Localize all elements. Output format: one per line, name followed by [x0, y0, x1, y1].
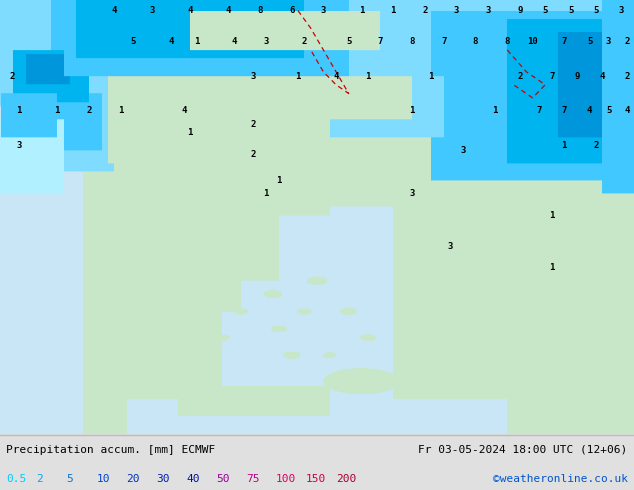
Text: 2: 2 [593, 141, 598, 150]
Text: 1: 1 [492, 106, 497, 116]
Text: 1: 1 [429, 72, 434, 80]
Text: 1: 1 [276, 176, 281, 185]
Text: 9: 9 [517, 6, 522, 15]
Text: 4: 4 [333, 72, 339, 80]
Text: 3: 3 [251, 72, 256, 80]
Text: 1: 1 [118, 106, 123, 116]
Text: 1: 1 [391, 6, 396, 15]
Text: 1: 1 [365, 72, 370, 80]
Text: 8: 8 [410, 37, 415, 46]
Text: 5: 5 [67, 474, 73, 484]
Text: 5: 5 [606, 106, 611, 116]
Text: 5: 5 [593, 6, 598, 15]
Text: 2: 2 [251, 150, 256, 159]
Text: 4: 4 [232, 37, 237, 46]
Text: 7: 7 [441, 37, 446, 46]
Text: 1: 1 [549, 264, 554, 272]
Text: 7: 7 [378, 37, 383, 46]
Text: 10: 10 [527, 37, 538, 46]
Text: 7: 7 [549, 72, 554, 80]
Text: 1: 1 [16, 106, 22, 116]
Text: 1: 1 [359, 6, 364, 15]
Text: 4: 4 [188, 6, 193, 15]
Text: 2: 2 [86, 106, 91, 116]
Text: 20: 20 [126, 474, 139, 484]
Text: 4: 4 [169, 37, 174, 46]
Text: 30: 30 [156, 474, 170, 484]
Text: 3: 3 [410, 189, 415, 198]
Text: 4: 4 [600, 72, 605, 80]
Text: 2: 2 [302, 37, 307, 46]
Text: Precipitation accum. [mm] ECMWF: Precipitation accum. [mm] ECMWF [6, 445, 216, 455]
Text: 0.5: 0.5 [6, 474, 27, 484]
Text: 9: 9 [574, 72, 579, 80]
Text: 200: 200 [336, 474, 356, 484]
Text: 5: 5 [131, 37, 136, 46]
Text: 100: 100 [276, 474, 296, 484]
Text: 3: 3 [321, 6, 326, 15]
Text: 1: 1 [188, 128, 193, 137]
Text: 7: 7 [562, 106, 567, 116]
Text: 3: 3 [606, 37, 611, 46]
Text: 2: 2 [517, 72, 522, 80]
Text: 3: 3 [454, 6, 459, 15]
Text: 2: 2 [10, 72, 15, 80]
Text: 1: 1 [562, 141, 567, 150]
Text: 1: 1 [549, 211, 554, 220]
Text: 1: 1 [194, 37, 199, 46]
Text: 3: 3 [448, 242, 453, 250]
Text: 6: 6 [289, 6, 294, 15]
Text: 10: 10 [96, 474, 110, 484]
Text: 3: 3 [619, 6, 624, 15]
Text: 2: 2 [251, 120, 256, 128]
Text: 5: 5 [543, 6, 548, 15]
Text: 8: 8 [257, 6, 262, 15]
Text: Fr 03-05-2024 18:00 UTC (12+06): Fr 03-05-2024 18:00 UTC (12+06) [418, 445, 628, 455]
Text: 2: 2 [625, 37, 630, 46]
Text: 2: 2 [625, 72, 630, 80]
Text: 40: 40 [186, 474, 200, 484]
Text: 7: 7 [536, 106, 541, 116]
Text: 5: 5 [346, 37, 351, 46]
Text: 5: 5 [587, 37, 592, 46]
Text: 5: 5 [568, 6, 573, 15]
Text: 75: 75 [246, 474, 259, 484]
Text: 4: 4 [181, 106, 186, 116]
Text: 3: 3 [460, 146, 465, 155]
Text: 8: 8 [473, 37, 478, 46]
Text: 8: 8 [505, 37, 510, 46]
Text: ©weatheronline.co.uk: ©weatheronline.co.uk [493, 474, 628, 484]
Text: 4: 4 [587, 106, 592, 116]
Text: 7: 7 [562, 37, 567, 46]
Text: 3: 3 [16, 141, 22, 150]
Text: 4: 4 [625, 106, 630, 116]
Text: 50: 50 [216, 474, 230, 484]
Text: 1: 1 [295, 72, 301, 80]
Text: 1: 1 [264, 189, 269, 198]
Text: 3: 3 [150, 6, 155, 15]
Text: 2: 2 [36, 474, 43, 484]
Text: 4: 4 [112, 6, 117, 15]
Text: 3: 3 [486, 6, 491, 15]
Text: 2: 2 [422, 6, 427, 15]
Text: 1: 1 [55, 106, 60, 116]
Text: 3: 3 [264, 37, 269, 46]
Text: 1: 1 [410, 106, 415, 116]
Text: 4: 4 [226, 6, 231, 15]
Text: 150: 150 [306, 474, 327, 484]
